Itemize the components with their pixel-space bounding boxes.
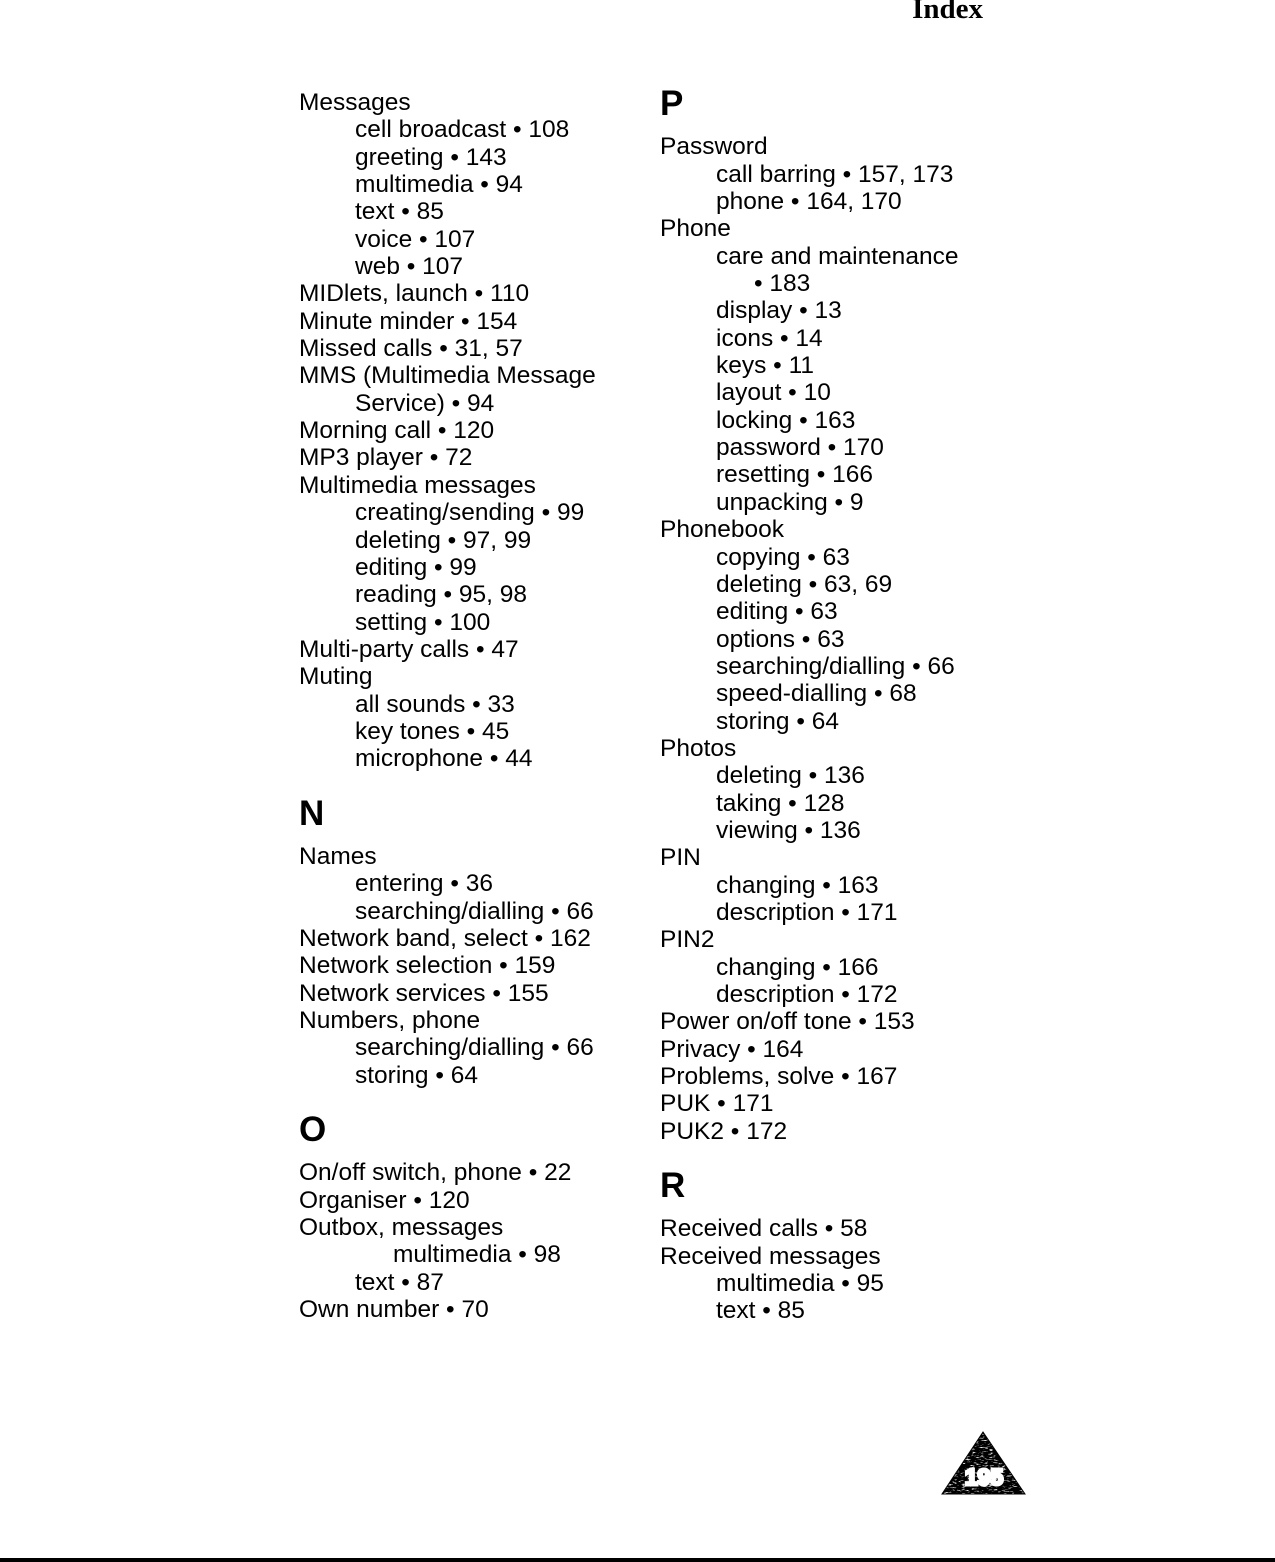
svg-text:195: 195 [965,1464,1004,1490]
